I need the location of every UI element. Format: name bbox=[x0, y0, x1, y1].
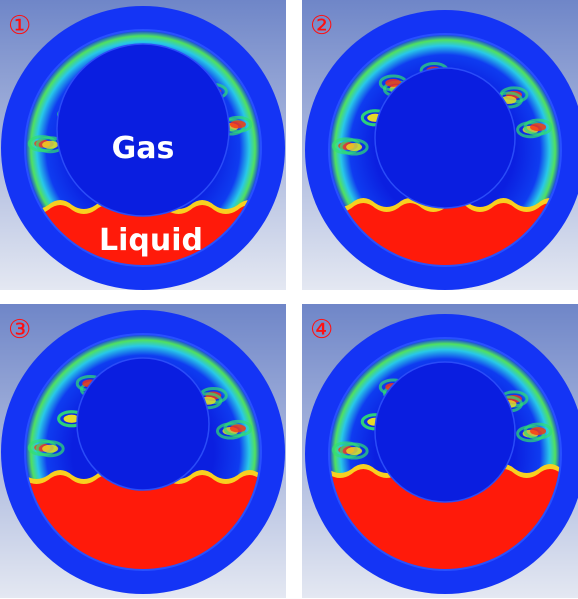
liquid-streak bbox=[346, 143, 362, 151]
panel: ① Gas Liquid bbox=[0, 0, 286, 290]
liquid-streak bbox=[230, 424, 246, 432]
liquid-streak bbox=[530, 123, 546, 131]
gas-core bbox=[375, 68, 515, 208]
panel: ② bbox=[302, 0, 578, 290]
gas-core bbox=[77, 358, 209, 490]
gas-label: Gas bbox=[112, 131, 175, 166]
liquid-streak bbox=[230, 120, 246, 128]
page: {"panels": [ {"label": "①", "gas_label":… bbox=[0, 0, 578, 599]
liquid-streak bbox=[42, 445, 58, 453]
figure: ① Gas Liquid ② ③ ④ bbox=[0, 0, 578, 599]
liquid-streak bbox=[42, 141, 58, 149]
panel: ③ bbox=[0, 304, 286, 598]
liquid-label: Liquid bbox=[99, 223, 203, 258]
gas-core bbox=[375, 362, 515, 502]
panel-number: ④ bbox=[310, 315, 333, 345]
panel-number: ② bbox=[310, 11, 333, 41]
liquid-streak bbox=[346, 447, 362, 455]
panel-number: ③ bbox=[8, 315, 31, 345]
panel: ④ bbox=[302, 304, 578, 598]
panel-number: ① bbox=[8, 11, 31, 41]
liquid-streak bbox=[530, 427, 546, 435]
gas-core bbox=[57, 44, 229, 216]
